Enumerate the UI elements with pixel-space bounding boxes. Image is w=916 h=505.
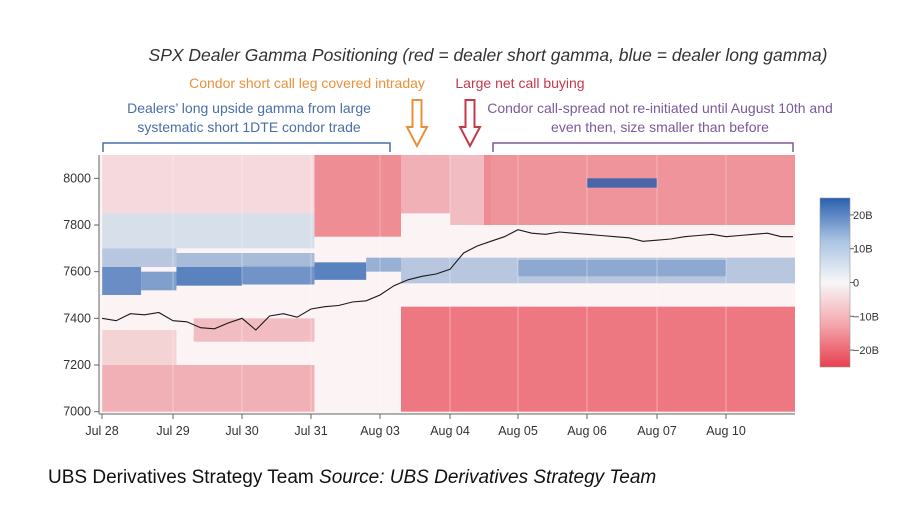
annotation-long-upside-gamma: Dealers’ long upside gamma from large sy… (127, 100, 371, 135)
heatmap-band-3 (242, 265, 315, 285)
heatmap-band-4 (314, 262, 367, 280)
colorbar-label-4: −20B (853, 345, 879, 357)
x-tick-label-8: Aug 07 (637, 424, 677, 438)
x-tick-label-4: Aug 03 (360, 424, 400, 438)
chart-title: SPX Dealer Gamma Positioning (red = deal… (148, 45, 828, 65)
heatmap-band-17 (518, 260, 726, 277)
spx-price-line (101, 229, 793, 331)
y-tick-label-7800: 7800 (63, 218, 91, 232)
colorbar-gradient (819, 197, 851, 368)
heatmap-band-9 (102, 365, 315, 412)
annotation-condor-covered: Condor short call leg covered intraday (189, 75, 425, 91)
x-tick-label-7: Aug 06 (567, 424, 607, 438)
heatmap-band-11 (193, 318, 315, 342)
x-tick-label-2: Jul 30 (225, 424, 258, 438)
annotation-arrows (405, 99, 482, 149)
heatmap-band-7 (176, 253, 315, 267)
footer-source: Source: UBS Derivatives Strategy Team (319, 467, 657, 488)
colorbar-label-1: 10B (853, 244, 873, 256)
x-tick-label-0: Jul 28 (85, 424, 118, 438)
arrow-orange-icon (405, 99, 429, 149)
x-tick-label-1: Jul 29 (156, 424, 189, 438)
y-tick-label-7200: 7200 (63, 358, 91, 372)
heatmap-band-5 (366, 257, 401, 272)
footer-team: UBS Derivatives Strategy Team (48, 467, 314, 488)
heatmap-band-10 (102, 330, 177, 365)
heatmap-band-13 (314, 155, 401, 237)
x-tick-label-3: Jul 31 (294, 424, 327, 438)
bracket-blue (102, 142, 391, 152)
heatmap-band-18 (401, 306, 795, 412)
heatmap-band-19 (484, 155, 795, 225)
annotation-not-reinitiated: Condor call-spread not re-initiated unti… (487, 100, 833, 135)
heatmap-band-1 (141, 271, 177, 291)
x-tick-label-6: Aug 05 (498, 424, 538, 438)
y-tick-label-8000: 8000 (63, 171, 91, 185)
heatmap-band-0 (102, 267, 142, 295)
footer-credit: UBS Derivatives Strategy Team Source: UB… (48, 467, 656, 489)
heatmap-band-8 (102, 213, 315, 249)
annotation-call-buying: Large net call buying (455, 75, 585, 91)
y-tick-label-7400: 7400 (63, 311, 91, 325)
heatmap-band-2 (176, 267, 242, 286)
heatmap-band-14 (401, 155, 450, 214)
chart-axes: 7000 7200 7400 7600 7800 8000 Jul 28 Jul 29 Jul … (63, 155, 795, 438)
colorbar: 20B 10B 0 −10B −20B (819, 197, 879, 368)
annotation-brackets (102, 142, 794, 152)
arrow-red-icon (458, 99, 482, 149)
heatmap-band-20 (587, 178, 657, 188)
x-tick-label-9: Aug 10 (706, 424, 746, 438)
bracket-purple (492, 142, 794, 152)
heatmap-band-6 (102, 248, 177, 267)
y-tick-label-7000: 7000 (63, 405, 91, 419)
heatmap-cells (99, 155, 795, 414)
heatmap-band-12 (102, 155, 315, 214)
colorbar-label-0: 20B (853, 210, 873, 222)
x-tick-label-5: Aug 04 (430, 424, 470, 438)
colorbar-label-3: −10B (853, 311, 879, 323)
y-tick-label-7600: 7600 (63, 265, 91, 279)
colorbar-label-2: 0 (853, 278, 859, 290)
